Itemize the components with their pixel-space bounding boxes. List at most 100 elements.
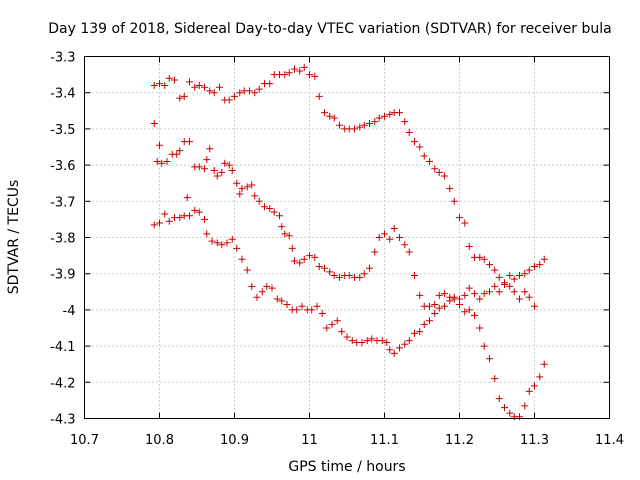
data-point [536,373,544,381]
data-point [248,282,256,290]
y-tick-label: -3.4 [50,87,75,102]
data-point [201,83,208,91]
data-point [251,89,259,97]
data-point [321,264,328,272]
data-point [236,190,244,198]
data-point [465,243,473,251]
data-point [336,273,343,281]
data-point [176,147,184,155]
data-point [366,119,373,127]
data-point [446,185,454,193]
data-point [368,335,376,343]
data-point [411,329,418,337]
data-point [180,92,188,100]
x-tick-label: 11.4 [595,433,624,448]
data-point [495,273,503,281]
data-point [521,270,529,278]
data-point [435,291,443,299]
y-tick-label: -4.1 [50,340,75,355]
data-point [218,168,226,176]
data-point [371,118,379,126]
y-tick-label: -3.6 [50,159,75,174]
data-point [405,337,413,345]
x-tick-label: 10.7 [70,433,99,448]
data-point [390,349,398,357]
x-tick-label: 11.2 [445,433,474,448]
data-point [531,382,538,390]
data-point [516,295,523,303]
data-point [486,261,493,269]
data-point [536,261,544,269]
data-point [371,248,379,256]
data-point [288,244,296,252]
data-point [201,215,208,223]
data-point [238,185,246,193]
data-point [491,282,499,290]
tick-labels: 10.7 10.8 10.9 11 11.1 11.2 11.3 11.4 -3.3 -3.4 -3… [50,51,624,449]
data-point [491,266,499,274]
data-point [401,340,409,348]
data-point [161,81,169,89]
x-tick-label: 10.8 [145,433,174,448]
data-point [336,121,343,129]
data-point [390,224,398,232]
data-point [356,273,364,281]
data-point [233,244,241,252]
data-point [233,179,241,187]
data-point [258,288,266,296]
data-point [381,230,388,238]
data-point [330,272,338,280]
data-point [401,241,409,249]
y-tick-label: -3.5 [50,123,75,138]
data-point [338,328,346,336]
data-point [495,395,503,403]
data-point [153,157,161,165]
data-point [461,291,469,299]
data-point [450,293,458,301]
x-tick-label: 10.9 [220,433,249,448]
data-point [506,282,514,290]
data-point [510,288,518,296]
data-point [213,172,221,180]
data-point [426,157,433,165]
data-point [261,203,268,211]
data-point [378,337,386,345]
data-point [158,159,166,167]
data-point [150,81,158,89]
y-tick-label: -3.8 [50,232,75,247]
data-point [176,214,184,222]
data-point [441,290,448,298]
data-point [296,67,304,75]
data-point [486,288,493,296]
data-point [195,81,203,89]
data-point [510,275,518,283]
data-point [420,152,428,160]
data-point [360,121,368,129]
data-point [531,302,538,310]
data-point [480,342,488,350]
data-point [531,262,538,270]
data-point [375,234,383,241]
data-point [281,71,289,79]
data-point [461,308,469,316]
data-point [251,192,259,200]
data-point [228,167,236,175]
data-point [411,138,418,146]
data-point [416,143,424,151]
y-tick-label: -4.2 [50,376,75,391]
data-point [396,109,403,117]
data-point [263,282,271,290]
data-point [253,293,261,301]
data-point [476,253,484,261]
data-point [396,234,403,241]
data-point [461,219,469,227]
data-point [210,167,218,175]
data-point [441,172,448,180]
data-point [426,317,433,325]
data-point [165,74,173,82]
data-point [351,125,358,133]
data-point [266,205,274,213]
data-point [208,237,216,245]
data-point [486,355,493,363]
